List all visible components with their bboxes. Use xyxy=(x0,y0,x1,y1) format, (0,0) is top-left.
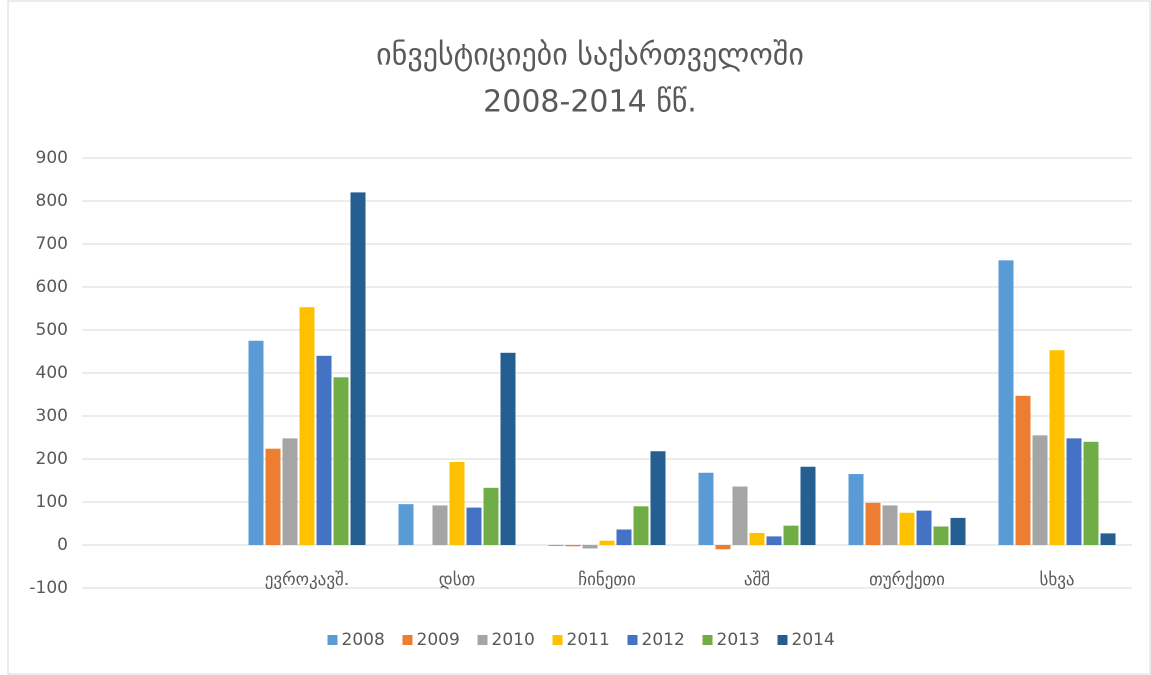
bar xyxy=(565,545,581,547)
y-tick-label: 600 xyxy=(36,277,68,297)
y-tick-label: 700 xyxy=(36,234,68,254)
bar xyxy=(783,525,799,545)
bar xyxy=(1100,533,1116,545)
bar xyxy=(633,506,649,545)
bar xyxy=(766,536,782,545)
bar xyxy=(248,340,264,545)
bar xyxy=(899,512,915,545)
bar xyxy=(483,487,499,545)
legend-swatch xyxy=(327,635,338,645)
x-tick-label: ევროკავშ. xyxy=(265,570,349,590)
x-tick-label: სხვა xyxy=(1039,570,1074,590)
legend-label: 2010 xyxy=(492,630,535,650)
legend-swatch xyxy=(627,635,638,645)
bar xyxy=(548,545,564,546)
legend-label: 2008 xyxy=(342,630,385,650)
bar xyxy=(333,377,349,545)
bar xyxy=(698,472,714,545)
legend-label: 2011 xyxy=(567,630,610,650)
chart-title: ინვესტიციები საქართველოში xyxy=(376,38,804,73)
bar xyxy=(449,462,465,545)
x-tick-label: დსთ xyxy=(439,570,475,590)
y-tick-label: 100 xyxy=(36,492,68,512)
legend-label: 2013 xyxy=(717,630,760,650)
bar xyxy=(616,529,632,545)
legend-label: 2014 xyxy=(792,630,835,650)
bar xyxy=(299,307,315,545)
y-tick-label: 400 xyxy=(36,363,68,383)
bar xyxy=(916,510,932,545)
bar xyxy=(500,352,516,545)
bar xyxy=(1049,350,1065,545)
bar xyxy=(599,540,615,545)
bar xyxy=(933,526,949,545)
bar xyxy=(650,451,666,545)
legend-swatch xyxy=(777,635,788,645)
bar xyxy=(265,448,281,545)
y-tick-label: 200 xyxy=(36,449,68,469)
y-tick-label: -100 xyxy=(29,578,68,598)
bar xyxy=(848,474,864,545)
bar xyxy=(749,532,765,545)
bar xyxy=(950,517,966,545)
bar xyxy=(882,505,898,545)
bar xyxy=(282,438,298,545)
bar xyxy=(398,504,414,545)
bar xyxy=(732,486,748,545)
x-tick-label: ჩინეთი xyxy=(578,570,636,590)
bar xyxy=(1083,441,1099,545)
y-tick-label: 800 xyxy=(36,191,68,211)
bar xyxy=(350,192,366,545)
bar xyxy=(1032,435,1048,545)
legend-swatch xyxy=(552,635,563,645)
x-tick-label: თურქეთი xyxy=(869,570,945,590)
chart-frame xyxy=(7,0,1151,675)
y-tick-label: 0 xyxy=(57,535,68,555)
legend-swatch xyxy=(402,635,413,645)
legend-label: 2012 xyxy=(642,630,685,650)
bar xyxy=(800,466,816,545)
bar xyxy=(316,355,332,545)
y-tick-label: 900 xyxy=(36,148,68,168)
legend-swatch xyxy=(702,635,713,645)
bar xyxy=(1066,438,1082,545)
bar xyxy=(466,507,482,545)
bar xyxy=(715,545,731,550)
bar xyxy=(998,260,1014,545)
chart-title: 2008-2014 წწ. xyxy=(483,85,697,120)
legend-label: 2009 xyxy=(417,630,460,650)
bar xyxy=(582,545,598,549)
bar xyxy=(1015,395,1031,545)
x-tick-label: აშშ xyxy=(744,570,770,590)
legend-swatch xyxy=(477,635,488,645)
bar xyxy=(432,505,448,545)
y-tick-label: 500 xyxy=(36,320,68,340)
bar xyxy=(865,502,881,545)
y-tick-label: 300 xyxy=(36,406,68,426)
